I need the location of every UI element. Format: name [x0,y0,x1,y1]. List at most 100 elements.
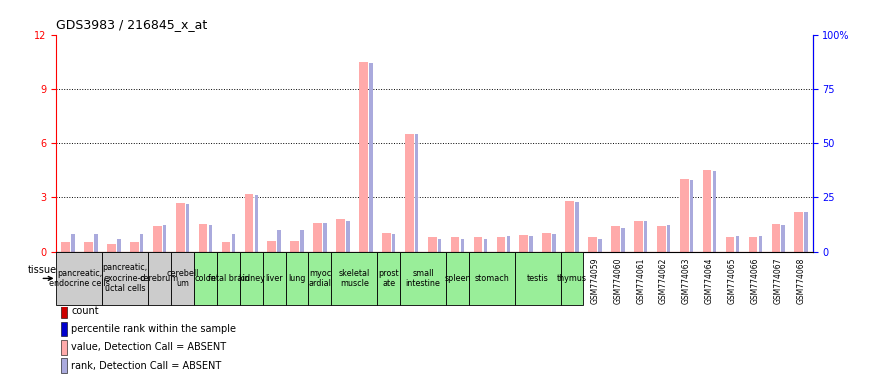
Bar [484,238,488,252]
Bar [377,252,400,305]
Bar [438,238,441,252]
Bar [314,223,322,252]
Bar [244,194,253,252]
Bar [542,233,551,252]
Bar [794,212,803,252]
Bar [451,237,460,252]
Bar [84,242,93,252]
Bar [805,212,808,252]
Bar [103,252,148,305]
Bar [240,252,262,305]
Bar [726,237,734,252]
Bar [222,242,230,252]
Bar [255,195,258,252]
Text: cerebell
um: cerebell um [166,269,199,288]
Bar [286,252,308,305]
Text: prost
ate: prost ate [378,269,399,288]
Bar [209,225,212,252]
Bar [621,228,625,252]
Bar [359,62,368,252]
Bar [446,252,469,305]
Bar [690,180,693,252]
Bar [199,224,208,252]
Bar [575,202,579,252]
Text: thymus: thymus [557,274,587,283]
Bar [588,237,597,252]
Bar [736,236,740,252]
Bar [566,201,574,252]
Bar [634,221,643,252]
Bar [461,238,464,252]
Text: percentile rank within the sample: percentile rank within the sample [71,324,236,334]
Bar [496,237,505,252]
Text: small
intestine: small intestine [406,269,441,288]
Text: lung: lung [289,274,306,283]
Text: GDS3983 / 216845_x_at: GDS3983 / 216845_x_at [56,18,208,31]
Bar [277,230,281,252]
Text: fetal brain: fetal brain [208,274,249,283]
Bar [392,234,395,252]
Bar [772,224,780,252]
Bar [62,242,70,252]
Text: pancreatic,
exocrine-d
uctal cells: pancreatic, exocrine-d uctal cells [103,263,148,293]
Bar [703,170,712,252]
Bar [469,252,514,305]
Bar [759,236,762,252]
Text: pancreatic,
endocrine cells: pancreatic, endocrine cells [49,269,109,288]
Text: myoc
ardial: myoc ardial [308,269,331,288]
Bar [529,236,533,252]
Text: value, Detection Call = ABSENT: value, Detection Call = ABSENT [71,342,226,353]
Bar [232,234,235,252]
Text: kidney: kidney [238,274,265,283]
Bar [323,223,327,252]
Bar [644,221,647,252]
Bar [336,219,345,252]
Bar [268,241,276,252]
Bar [61,340,67,355]
Bar [163,225,166,252]
Bar [262,252,286,305]
Bar [474,237,482,252]
Bar [117,238,121,252]
Bar [140,234,143,252]
Text: liver: liver [265,274,283,283]
Bar [130,242,139,252]
Bar [428,237,436,252]
Bar [346,221,349,252]
Text: rank, Detection Call = ABSENT: rank, Detection Call = ABSENT [71,361,222,371]
Bar [331,252,377,305]
Bar [598,238,601,252]
Bar [514,252,561,305]
Bar [107,244,116,252]
Bar [290,241,299,252]
Bar [405,134,414,252]
Bar [308,252,331,305]
Bar [61,303,67,318]
Bar [186,204,189,252]
Text: cerebrum: cerebrum [140,274,179,283]
Bar [148,252,171,305]
Bar [680,179,688,252]
Bar [301,230,304,252]
Text: count: count [71,306,99,316]
Text: stomach: stomach [474,274,509,283]
Text: skeletal
muscle: skeletal muscle [339,269,370,288]
Text: spleen: spleen [444,274,471,283]
Bar [781,225,785,252]
Bar [520,235,528,252]
Bar [56,252,103,305]
Bar [667,225,670,252]
Bar [369,63,373,252]
Bar [61,358,67,373]
Bar [611,226,620,252]
Bar [176,203,184,252]
Bar [561,252,583,305]
Bar [153,226,162,252]
Bar [713,171,716,252]
Bar [748,237,757,252]
Bar [194,252,217,305]
Text: colon: colon [195,274,216,283]
Bar [507,236,510,252]
Bar [657,226,666,252]
Bar [71,234,75,252]
